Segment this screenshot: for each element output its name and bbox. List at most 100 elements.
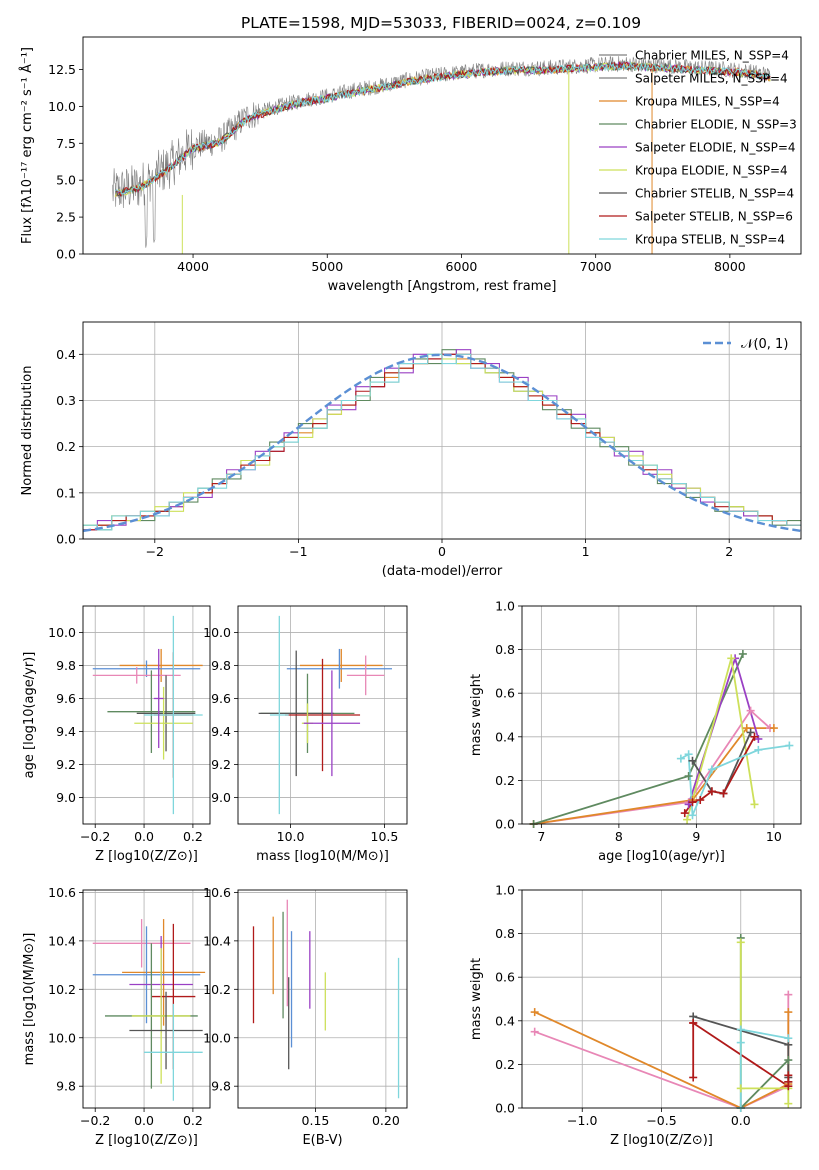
y-axis-label: Flux [fλ10⁻¹⁷ erg cm⁻² s⁻¹ Å⁻¹] xyxy=(19,47,35,244)
y-tick-label: 0.2 xyxy=(56,439,76,454)
y-tick-label: 10.0 xyxy=(203,625,231,640)
y-tick-label: 10.4 xyxy=(48,933,76,948)
x-tick-label: 8 xyxy=(615,829,623,844)
x-axis-label: wavelength [Angstrom, rest frame] xyxy=(328,279,557,294)
y-tick-label: 1.0 xyxy=(495,883,515,898)
x-tick-label: 9 xyxy=(692,829,700,844)
y-tick-label: 9.0 xyxy=(56,790,76,805)
x-tick-label: 0.0 xyxy=(134,829,154,844)
legend-label: Kroupa ELODIE, N_SSP=4 xyxy=(635,164,788,178)
y-tick-label: 0.0 xyxy=(495,817,515,832)
y-tick-label: 9.8 xyxy=(211,1079,231,1094)
y-tick-label: 10.0 xyxy=(203,1030,231,1045)
x-tick-label: 7000 xyxy=(580,259,612,274)
plot-area xyxy=(258,615,392,815)
x-tick-label: 8000 xyxy=(714,259,746,274)
x-tick-label: −1.0 xyxy=(567,1113,597,1128)
x-tick-label: 0.20 xyxy=(372,1113,400,1128)
y-tick-label: 9.2 xyxy=(211,757,231,772)
legend-label: Salpeter ELODIE, N_SSP=4 xyxy=(635,141,796,155)
axes-frame xyxy=(82,605,211,825)
y-tick-label: 9.4 xyxy=(211,724,231,739)
x-tick-label: 0 xyxy=(438,544,446,559)
panel-spectrum: 4000 5000 6000 7000 8000 0.0 2.5 5.0 7.5 10.0 12.5… xyxy=(19,36,802,294)
y-axis-label: mass weight xyxy=(469,958,484,1040)
y-tick-label: 0.1 xyxy=(56,485,76,500)
x-tick-label: −2 xyxy=(146,544,164,559)
plot-area xyxy=(92,615,203,815)
y-tick-label: 0.2 xyxy=(495,773,515,788)
y-tick-label: 2.5 xyxy=(56,210,76,225)
axes-frame xyxy=(82,36,802,255)
x-tick-label: 10.0 xyxy=(277,829,305,844)
legend-label: Chabrier MILES, N_SSP=4 xyxy=(635,49,789,63)
x-axis-label: Z [log10(Z/Z⊙)] xyxy=(95,849,198,864)
panel-weight-vs-Z: −1.0 −0.5 0.0 0.0 0.2 0.4 0.6 0.8 1.0 Z [log10(Z/… xyxy=(469,883,802,1148)
y-tick-label: 9.2 xyxy=(56,757,76,772)
y-axis-label: Normed distribution xyxy=(20,366,35,496)
panel-mass-vs-Z: −0.2 0.0 0.2 9.8 10.0 10.2 10.4 10.6 Z [log10(Z/… xyxy=(22,885,211,1148)
plot-area xyxy=(112,56,771,254)
y-tick-label: 12.5 xyxy=(48,62,76,77)
y-tick-label: 10.4 xyxy=(203,933,231,948)
y-tick-label: 9.8 xyxy=(211,658,231,673)
y-tick-label: 0.6 xyxy=(495,970,515,985)
y-axis-label: mass [log10(M/M⊙)] xyxy=(22,933,37,1066)
axes-frame xyxy=(237,889,408,1109)
legend-label: Salpeter STELIB, N_SSP=6 xyxy=(635,210,793,224)
x-tick-label: 0.0 xyxy=(731,1113,751,1128)
normal-curve xyxy=(83,353,801,533)
legend-label: Kroupa STELIB, N_SSP=4 xyxy=(635,233,785,247)
y-tick-label: 0.2 xyxy=(495,1057,515,1072)
legend-label: Chabrier STELIB, N_SSP=4 xyxy=(635,187,794,201)
legend-label: Salpeter MILES, N_SSP=4 xyxy=(635,72,788,86)
x-axis-label: age [log10(age/yr)] xyxy=(598,849,725,864)
x-tick-label: 5000 xyxy=(311,259,343,274)
x-axis-label: (data-model)/error xyxy=(382,564,503,579)
y-tick-label: 0.4 xyxy=(495,729,515,744)
legend-label: 𝒩(0, 1) xyxy=(741,337,788,352)
axes-frame xyxy=(521,889,802,1109)
y-tick-label: 7.5 xyxy=(56,136,76,151)
y-tick-label: 9.8 xyxy=(56,1079,76,1094)
y-tick-label: 10.0 xyxy=(48,625,76,640)
x-tick-label: −1 xyxy=(289,544,307,559)
panel-weight-vs-age: 7 8 9 10 0.0 0.2 0.4 0.6 0.8 1.0 age [log10(age/yr… xyxy=(469,599,802,864)
y-tick-label: 0.8 xyxy=(495,642,515,657)
x-tick-label: −0.5 xyxy=(646,1113,676,1128)
y-tick-label: 10.2 xyxy=(48,982,76,997)
y-tick-label: 0.6 xyxy=(495,686,515,701)
y-tick-label: 10.6 xyxy=(203,885,231,900)
y-tick-label: 0.8 xyxy=(495,926,515,941)
x-tick-label: 4000 xyxy=(177,259,209,274)
legend-label: Kroupa MILES, N_SSP=4 xyxy=(635,95,780,109)
y-tick-label: 10.0 xyxy=(48,99,76,114)
y-tick-label: 0.0 xyxy=(495,1101,515,1116)
y-tick-label: 10.2 xyxy=(203,982,231,997)
x-tick-label: 10 xyxy=(766,829,782,844)
weight-line xyxy=(533,727,774,824)
x-tick-label: 2 xyxy=(725,544,733,559)
legend-label: Chabrier ELODIE, N_SSP=3 xyxy=(635,118,797,132)
y-tick-label: 9.4 xyxy=(56,724,76,739)
y-tick-label: 10.0 xyxy=(48,1030,76,1045)
y-tick-label: 0.4 xyxy=(495,1013,515,1028)
model-spectrum-line xyxy=(114,61,771,195)
x-tick-label: −0.2 xyxy=(80,829,110,844)
x-axis-label: mass [log10(M/M⊙)] xyxy=(256,849,389,864)
plot-area xyxy=(83,349,801,539)
x-tick-label: 0.2 xyxy=(183,1113,203,1128)
panel-residuals: −2 −1 0 1 2 0.0 0.1 0.2 0.3 0.4 (data-model)/error… xyxy=(20,321,802,579)
x-tick-label: 1 xyxy=(582,544,590,559)
x-tick-label: −0.2 xyxy=(80,1113,110,1128)
y-axis-label: age [log10(age/yr)] xyxy=(22,652,37,779)
x-axis-label: Z [log10(Z/Z⊙)] xyxy=(610,1133,713,1148)
model-spectrum-line xyxy=(114,61,771,197)
x-tick-label: 0.15 xyxy=(302,1113,330,1128)
plot-area xyxy=(252,899,400,1099)
x-axis-label: Z [log10(Z/Z⊙)] xyxy=(95,1133,198,1148)
y-tick-label: 5.0 xyxy=(56,173,76,188)
y-tick-label: 9.8 xyxy=(56,658,76,673)
weight-line xyxy=(739,1028,789,1108)
y-axis-label: mass weight xyxy=(469,674,484,756)
